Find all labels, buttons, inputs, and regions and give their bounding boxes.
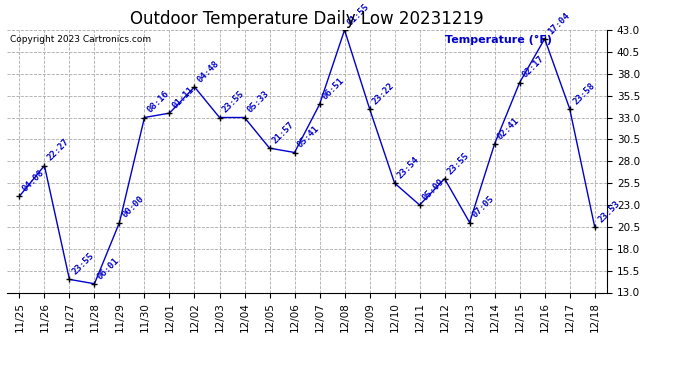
- Text: 04:48: 04:48: [196, 59, 221, 84]
- Text: 01:55: 01:55: [346, 2, 371, 27]
- Text: 05:33: 05:33: [246, 89, 271, 115]
- Text: 02:41: 02:41: [496, 116, 522, 141]
- Text: 23:54: 23:54: [396, 155, 422, 180]
- Title: Outdoor Temperature Daily Low 20231219: Outdoor Temperature Daily Low 20231219: [130, 10, 484, 28]
- Text: 22:27: 22:27: [46, 138, 71, 163]
- Text: 04:08: 04:08: [21, 168, 46, 194]
- Text: 23:58: 23:58: [571, 81, 596, 106]
- Text: 00:00: 00:00: [121, 194, 146, 220]
- Text: 21:57: 21:57: [271, 120, 296, 146]
- Text: Temperature (°F): Temperature (°F): [445, 35, 552, 45]
- Text: 17:04: 17:04: [546, 10, 571, 36]
- Text: 07:05: 07:05: [471, 194, 496, 220]
- Text: 23:55: 23:55: [71, 251, 96, 277]
- Text: Copyright 2023 Cartronics.com: Copyright 2023 Cartronics.com: [10, 35, 151, 44]
- Text: 01:11: 01:11: [171, 85, 196, 110]
- Text: 05:09: 05:09: [421, 177, 446, 202]
- Text: 08:16: 08:16: [146, 89, 171, 115]
- Text: 05:41: 05:41: [296, 124, 322, 150]
- Text: 06:01: 06:01: [96, 256, 121, 281]
- Text: 23:22: 23:22: [371, 81, 396, 106]
- Text: 02:17: 02:17: [521, 54, 546, 80]
- Text: 06:51: 06:51: [321, 76, 346, 102]
- Text: 23:53: 23:53: [596, 199, 622, 224]
- Text: 23:55: 23:55: [221, 89, 246, 115]
- Text: 23:55: 23:55: [446, 151, 471, 176]
